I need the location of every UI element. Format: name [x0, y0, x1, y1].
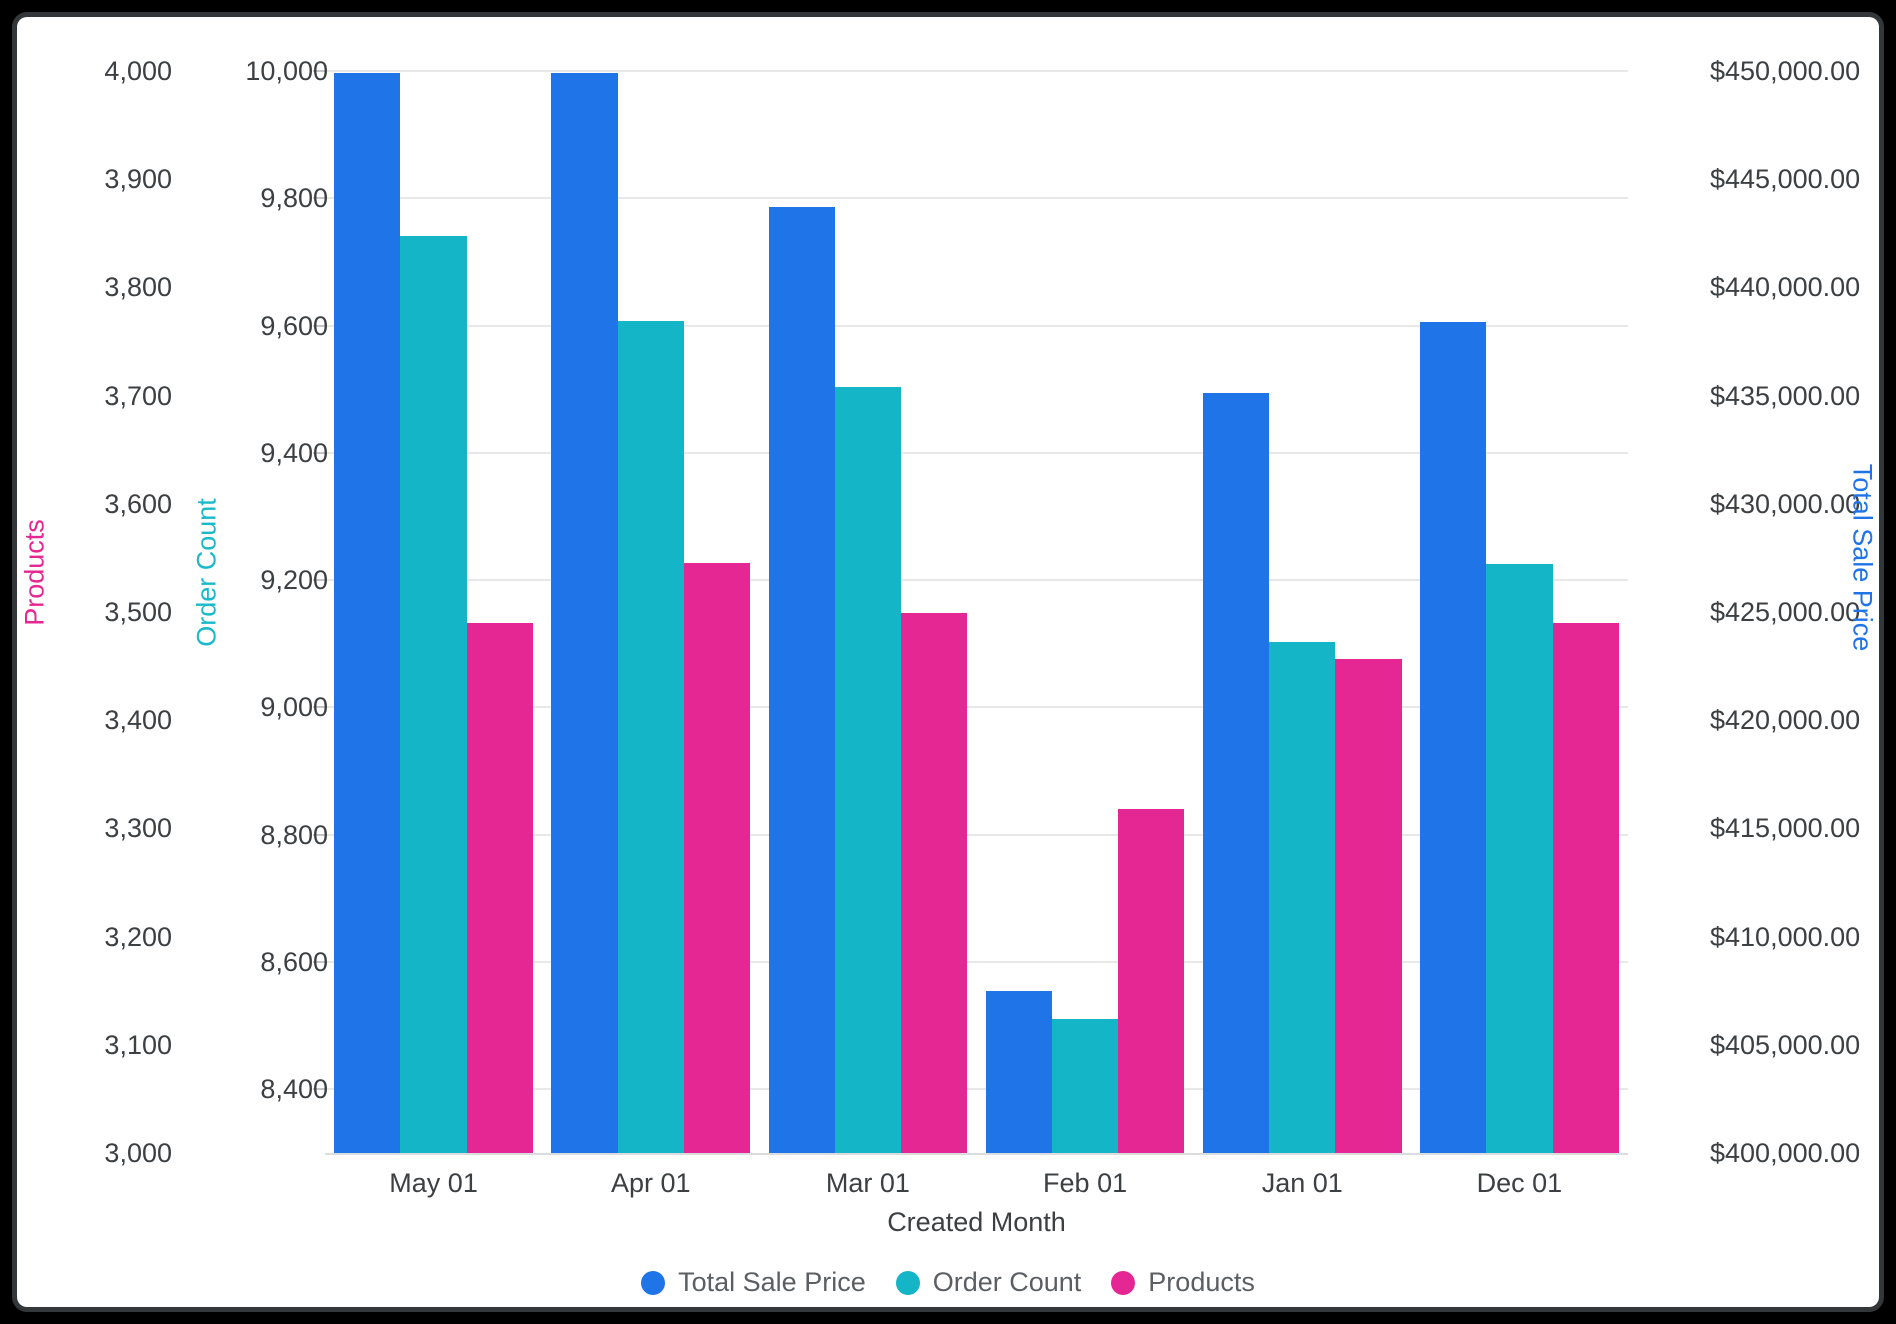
y-tick-label: 9,000	[260, 692, 328, 723]
bar-products[interactable]	[901, 613, 968, 1153]
y-tick-label: $430,000.00	[1710, 488, 1861, 519]
bar-order-count[interactable]	[834, 387, 901, 1153]
bar-total-sale-price[interactable]	[1420, 322, 1487, 1153]
gridline	[325, 706, 1628, 709]
axis-tickmark	[313, 706, 325, 709]
y-tick-label: 10,000	[245, 56, 328, 86]
axis-tickmark	[313, 833, 325, 836]
gridline	[325, 1088, 1628, 1091]
x-tick-label: Apr 01	[610, 1168, 691, 1198]
gridline	[325, 833, 1628, 836]
axis-tickmark	[313, 579, 325, 582]
y-tick-label: 3,400	[104, 705, 172, 736]
y-tick-label: $440,000.00	[1710, 272, 1861, 303]
y-tick-label: 9,800	[260, 183, 328, 214]
legend-label: Total Sale Price	[678, 1267, 866, 1297]
x-tick-label: Jan 01	[1261, 1168, 1343, 1198]
gridline	[325, 579, 1628, 582]
y-tick-label: 3,100	[104, 1029, 172, 1060]
y-tick-label: $425,000.00	[1710, 597, 1861, 627]
y-tick-label: $435,000.00	[1710, 380, 1861, 411]
axis-tickmark	[313, 451, 325, 454]
bar-products[interactable]	[466, 622, 533, 1153]
y-tick-label: $420,000.00	[1710, 705, 1861, 736]
bar-products[interactable]	[1118, 808, 1185, 1153]
bar-total-sale-price[interactable]	[551, 73, 618, 1153]
y-tick-label: $405,000.00	[1710, 1029, 1861, 1060]
x-tick-label: Dec 01	[1476, 1168, 1563, 1198]
bar-order-count[interactable]	[1486, 564, 1553, 1153]
bar-total-sale-price[interactable]	[334, 73, 401, 1153]
x-axis-line	[325, 1153, 1628, 1155]
legend-dot-icon	[641, 1270, 666, 1295]
y-tick-label: 8,600	[260, 947, 328, 978]
axis-tickmark	[313, 324, 325, 327]
axis-tickmark	[313, 961, 325, 964]
gridline	[325, 324, 1628, 327]
x-axis-title: Created Month	[887, 1207, 1066, 1237]
y-tick-label: 4,000	[104, 56, 172, 86]
y-tick-label: 3,500	[104, 597, 172, 627]
bar-order-count[interactable]	[1269, 641, 1336, 1153]
bar-order-count[interactable]	[617, 321, 684, 1153]
axis-tickmark	[313, 70, 325, 72]
chart-card: 4,000 3,900 3,800 3,700 3,600 3,500 3,400 3,300…	[17, 17, 1879, 1307]
y-tick-label: 3,900	[104, 164, 172, 195]
y-tick-label: $445,000.00	[1710, 164, 1861, 195]
y-tick-label: $415,000.00	[1710, 813, 1861, 844]
y-tick-label: 9,200	[260, 565, 328, 596]
legend-item-order-count[interactable]: Order Count	[895, 1267, 1082, 1298]
y-tick-label: 3,700	[104, 380, 172, 411]
gridline	[325, 197, 1628, 200]
bar-order-count[interactable]	[400, 236, 467, 1153]
bar-total-sale-price[interactable]	[768, 207, 835, 1153]
products-axis-title: Products	[19, 519, 50, 626]
order-count-axis-title: Order Count	[191, 498, 222, 647]
gridline	[325, 70, 1628, 72]
plot-area	[325, 70, 1628, 1155]
y-tick-label: 3,000	[104, 1138, 172, 1168]
y-tick-label: 8,400	[260, 1074, 328, 1105]
legend-item-products[interactable]: Products	[1111, 1267, 1255, 1298]
x-tick-label: Mar 01	[825, 1168, 910, 1198]
x-tick-label: Feb 01	[1043, 1168, 1128, 1198]
total-sale-price-axis-title: Total Sale Price	[1847, 463, 1878, 652]
y-tick-label: 9,600	[260, 310, 328, 341]
y-tick-label: 8,800	[260, 819, 328, 850]
gridline	[325, 451, 1628, 454]
y-tick-label: 9,400	[260, 437, 328, 468]
x-tick-label: May 01	[389, 1168, 478, 1198]
bar-order-count[interactable]	[1051, 1019, 1119, 1153]
bar-total-sale-price[interactable]	[985, 990, 1052, 1153]
y-tick-label: $410,000.00	[1710, 921, 1861, 952]
legend-label: Products	[1148, 1267, 1255, 1297]
legend: Total Sale Price Order Count Products	[17, 1267, 1879, 1298]
bar-products[interactable]	[683, 563, 751, 1153]
axis-tickmark	[313, 197, 325, 200]
legend-label: Order Count	[932, 1267, 1082, 1297]
bar-products[interactable]	[1335, 658, 1402, 1153]
y-tick-label: 3,600	[104, 488, 172, 519]
gridline	[325, 961, 1628, 964]
y-tick-label: 3,800	[104, 272, 172, 303]
y-tick-label: $450,000.00	[1710, 56, 1861, 86]
legend-dot-icon	[1111, 1270, 1136, 1295]
legend-dot-icon	[895, 1270, 920, 1295]
y-tick-label: 3,200	[104, 921, 172, 952]
bar-total-sale-price[interactable]	[1202, 393, 1270, 1153]
axis-tickmark	[313, 1088, 325, 1091]
bar-products[interactable]	[1552, 622, 1619, 1153]
legend-item-total-sale-price[interactable]: Total Sale Price	[641, 1267, 866, 1298]
y-tick-label: 3,300	[104, 813, 172, 844]
y-tick-label: $400,000.00	[1710, 1138, 1861, 1168]
